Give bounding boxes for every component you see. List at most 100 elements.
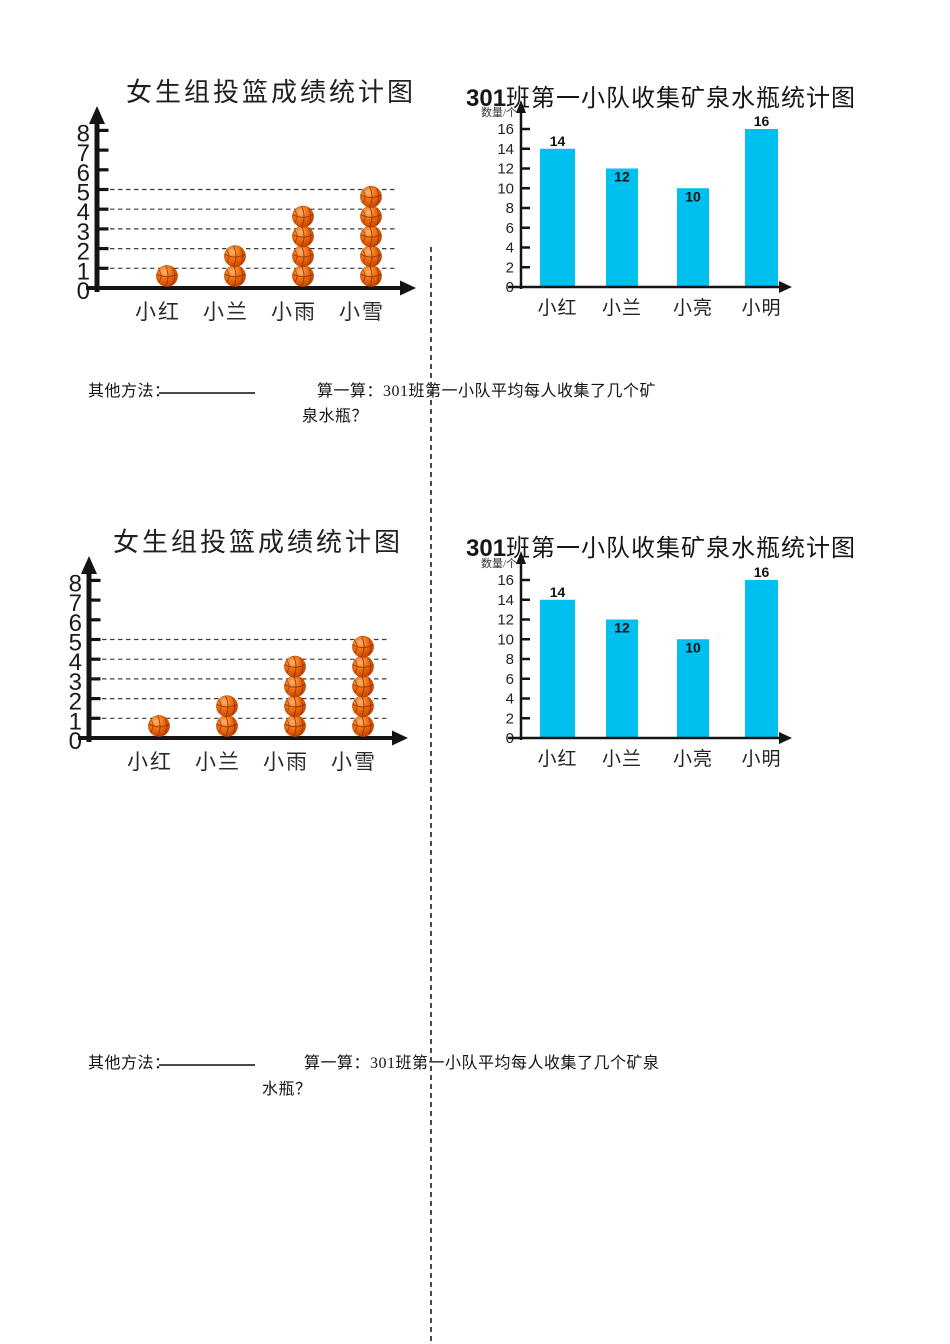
y-axis-arrow [81,556,97,574]
basketball-icon [223,264,247,288]
x-axis [508,736,780,740]
y-tick [91,578,101,582]
calc-question-line1: 算一算：301班第一小队平均每人收集了几个矿 [317,383,657,400]
x-axis [78,736,396,740]
x-category-label: 小红 [537,748,577,770]
y-tick [522,127,530,131]
y-tick [99,207,109,211]
y-tick-label: 7 [69,590,82,617]
y-tick [91,716,101,720]
basketball-icon [291,225,315,248]
y-tick-label: 0 [77,278,90,305]
bar-chart-title: 301班第一小队收集矿泉水瓶统计图 [466,528,856,563]
x-axis-arrow [392,730,408,746]
x-category-label: 小亮 [673,297,713,319]
x-category-label: 小兰 [602,748,642,770]
answer-blank-line [159,376,255,394]
bar-chart-title-number: 301 [466,85,507,112]
basketball-icon [283,655,307,678]
y-axis-arrow [516,551,526,564]
x-category-label: 小红 [135,300,181,324]
y-tick-label: 4 [506,691,514,708]
bar-value-label: 10 [685,639,701,655]
x-axis [508,285,780,289]
basketball-icon [359,185,383,208]
y-tick [91,697,101,701]
y-tick-label: 10 [497,631,514,648]
y-axis [519,110,523,289]
bar-chart-title: 301班第一小队收集矿泉水瓶统计图 [466,78,856,113]
bar [540,148,575,287]
y-tick [99,168,109,172]
y-tick [522,187,530,190]
bar-value-label: 12 [614,620,630,636]
other-method-label: 其他方法： [88,383,171,400]
bar-value-label: 14 [550,584,566,600]
bar-chart-title-text: 班第一小队收集矿泉水瓶统计图 [506,536,857,562]
basketball-icon [283,695,307,718]
pictograph-chart-title: 女生组投篮成绩统计图 [113,528,404,557]
bar-value-label: 14 [550,133,566,149]
x-axis [86,286,404,290]
y-axis-unit-label: 数量/个 [481,106,517,119]
pictograph-chart-title: 女生组投篮成绩统计图 [126,78,417,107]
y-tick [522,618,530,621]
basketball-icon [147,714,171,738]
x-category-label: 小兰 [203,300,249,324]
basketball-icon [291,245,315,268]
y-axis-arrow [516,100,526,113]
y-tick-label: 10 [497,180,514,197]
basketball-icon [359,225,383,248]
y-tick-label: 6 [77,160,90,187]
calc-question-line1: 算一算：301班第一小队平均每人收集了几个矿泉 [304,1055,660,1072]
y-tick-label: 2 [69,689,82,716]
basketball-icon [283,714,307,738]
basketball-icon [291,264,315,288]
y-tick-label: 4 [69,649,82,676]
y-tick-label: 2 [506,710,514,727]
y-tick-label: 0 [69,728,82,755]
y-tick [522,266,530,269]
y-tick-label: 6 [69,610,82,637]
basketball-icon [215,714,239,738]
x-category-label: 小雪 [331,750,377,774]
y-tick-label: 4 [506,240,514,257]
x-axis-arrow [779,281,792,293]
bar [677,639,709,738]
y-tick-label: 2 [77,239,90,266]
cut-fold-dashed-line [430,247,432,1344]
bar [677,188,709,287]
y-tick-label: 5 [77,180,90,207]
basketball-icon [359,245,383,268]
bar [745,580,778,738]
bar-chart-title-number: 301 [466,535,507,562]
basketball-icon [155,264,179,288]
y-tick [522,206,530,210]
bar-value-label: 10 [685,188,701,204]
x-category-label: 小亮 [673,748,713,770]
basketball-icon [351,655,375,678]
calc-question-line2: 水瓶？ [262,1081,312,1098]
y-axis-arrow [89,106,105,124]
y-tick [99,247,109,251]
x-category-label: 小兰 [195,750,241,774]
y-tick [99,266,109,270]
basketball-icon [223,245,247,268]
y-tick [522,697,530,700]
y-tick-label: 2 [506,259,514,276]
y-tick-label: 7 [77,140,90,167]
y-tick-label: 12 [497,612,514,629]
x-category-label: 小明 [741,748,781,770]
y-tick [522,226,530,229]
y-tick-label: 16 [497,572,514,589]
y-tick [522,578,530,582]
basketball-icon [351,675,375,698]
y-tick-label: 6 [506,671,514,688]
bar-chart-title-text: 班第一小队收集矿泉水瓶统计图 [506,86,857,112]
y-tick-label: 3 [69,669,82,696]
bar-value-label: 16 [754,113,770,129]
bar [606,168,638,287]
